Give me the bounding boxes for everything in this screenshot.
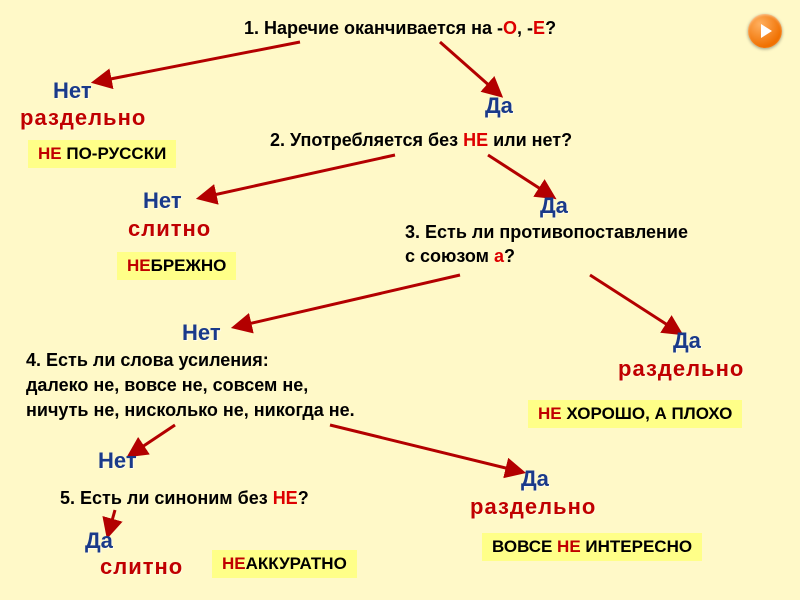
q4-answer-yes: Да <box>521 466 549 492</box>
q4-verdict-separate: раздельно <box>470 494 596 520</box>
question-1: 1. Наречие оканчивается на -О, -Е? <box>190 18 610 39</box>
example-ne-horosho: НЕ ХОРОШО, А ПЛОХО <box>528 400 742 428</box>
example-nebrezhno: НЕБРЕЖНО <box>117 252 236 280</box>
q5-answer-yes: Да <box>85 528 113 554</box>
q2-answer-no: Нет <box>143 188 182 214</box>
example-neakkuratno: НЕАККУРАТНО <box>212 550 357 578</box>
q3-verdict-separate: раздельно <box>618 356 744 382</box>
arrow-layer <box>0 0 800 600</box>
question-5: 5. Есть ли синоним без НЕ? <box>60 488 309 509</box>
q3-answer-no: Нет <box>182 320 221 346</box>
example-ne-porusski: НЕ ПО-РУССКИ <box>28 140 176 168</box>
question-3: 3. Есть ли противопоставление с союзом а… <box>405 220 688 269</box>
question-2: 2. Употребляется без НЕ или нет? <box>270 130 572 151</box>
next-slide-button[interactable] <box>748 14 782 48</box>
example-vovse-ne-interesno: ВОВСЕ НЕ ИНТЕРЕСНО <box>482 533 702 561</box>
q1-verdict-separate: раздельно <box>20 105 146 131</box>
q1-answer-yes: Да <box>485 93 513 119</box>
q1-answer-no: Нет <box>53 78 92 104</box>
q3-answer-yes: Да <box>673 328 701 354</box>
question-4: 4. Есть ли слова усиления: далеко не, во… <box>26 348 355 424</box>
q2-answer-yes: Да <box>540 193 568 219</box>
q2-verdict-together: слитно <box>128 216 211 242</box>
q4-answer-no: Нет <box>98 448 137 474</box>
q5-verdict-together: слитно <box>100 554 183 580</box>
